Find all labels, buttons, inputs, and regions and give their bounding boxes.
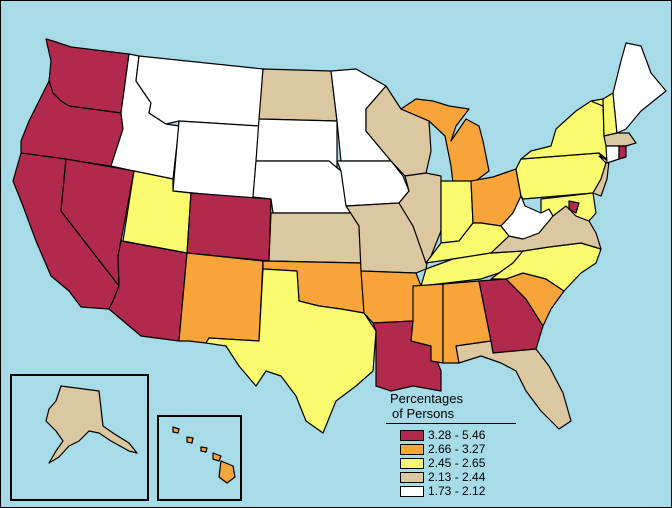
- state-north-dakota: [258, 68, 338, 122]
- state-alaska: [45, 385, 138, 464]
- legend-title: Percentages of Persons: [386, 391, 516, 424]
- legend-swatch: [400, 485, 424, 497]
- state-montana: [135, 55, 264, 127]
- legend-label: 3.28 - 5.46: [428, 428, 486, 442]
- legend-swatch: [400, 471, 424, 483]
- state-new-jersey: [592, 155, 610, 197]
- legend-item: 2.13 - 2.44: [400, 470, 516, 484]
- map-legend: Percentages of Persons 3.28 - 5.46 2.66 …: [386, 391, 516, 498]
- state-wyoming: [172, 120, 260, 200]
- state-texas: [205, 268, 377, 434]
- alaska-inset-frame: [10, 374, 149, 501]
- state-delaware: [568, 200, 580, 214]
- legend-label: 1.73 - 2.12: [428, 484, 486, 498]
- legend-item: 2.66 - 3.27: [400, 442, 516, 456]
- legend-label: 2.45 - 2.65: [428, 456, 486, 470]
- state-new-mexico: [178, 252, 264, 344]
- state-rhode-island: [618, 145, 627, 160]
- legend-swatch: [400, 443, 424, 455]
- state-north-carolina: [490, 242, 602, 292]
- state-maine: [612, 42, 667, 134]
- state-michigan: [400, 98, 490, 184]
- state-new-york: [520, 100, 610, 162]
- legend-title-line1: Percentages: [390, 391, 463, 406]
- legend-title-line2: of Persons: [392, 406, 455, 421]
- state-kansas: [268, 212, 362, 264]
- state-massachusetts: [603, 132, 637, 147]
- state-arkansas: [360, 270, 422, 324]
- state-colorado: [186, 192, 272, 262]
- legend-item: 2.45 - 2.65: [400, 456, 516, 470]
- state-pennsylvania: [515, 152, 607, 200]
- hawaii-inset-frame: [157, 415, 242, 501]
- state-arizona: [108, 240, 188, 342]
- state-connecticut: [605, 145, 620, 164]
- legend-swatch: [400, 429, 424, 441]
- state-hawaii: [172, 426, 236, 484]
- state-florida: [455, 340, 572, 430]
- legend-item: 1.73 - 2.12: [400, 484, 516, 498]
- legend-swatch: [400, 457, 424, 469]
- legend-label: 2.13 - 2.44: [428, 470, 486, 484]
- legend-label: 2.66 - 3.27: [428, 442, 486, 456]
- legend-item: 3.28 - 5.46: [400, 428, 516, 442]
